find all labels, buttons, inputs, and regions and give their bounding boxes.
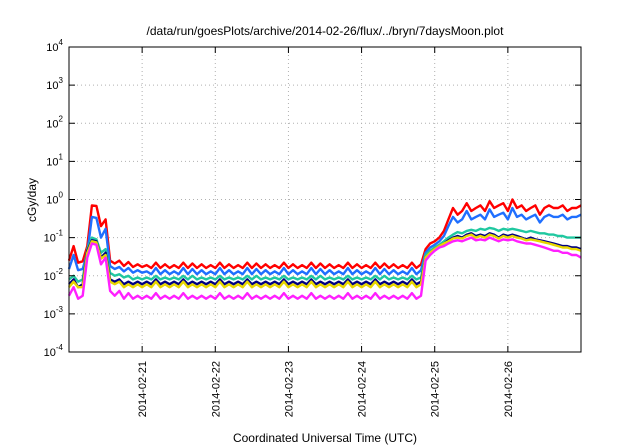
y-tick-base: 10 <box>46 80 58 92</box>
x-tick-label: 2014-02-25 <box>430 361 442 417</box>
y-tick-label: 10-1 <box>44 229 64 245</box>
y-tick-base: 10 <box>44 271 56 283</box>
y-tick-base: 10 <box>46 195 58 207</box>
y-tick-exponent: 1 <box>59 152 64 161</box>
y-tick-exponent: 3 <box>59 76 64 85</box>
series-line <box>68 226 581 283</box>
x-ticks: 2014-02-21 2014-02-22 2014-02-23 2014-02-24… <box>137 47 515 417</box>
y-tick-exponent: -4 <box>56 343 64 352</box>
x-tick-label: 2014-02-23 <box>283 361 295 417</box>
series-lines <box>67 198 582 300</box>
y-tick-label: 104 <box>46 38 63 54</box>
y-tick-base: 10 <box>46 156 58 168</box>
y-tick-exponent: -2 <box>56 267 64 276</box>
y-tick-base: 10 <box>44 233 56 245</box>
y-tick-label: 10-2 <box>44 267 64 283</box>
series-line <box>67 236 582 300</box>
y-tick-exponent: 2 <box>59 114 64 123</box>
y-tick-label: 10-4 <box>44 343 64 359</box>
y-tick-label: 100 <box>46 191 63 207</box>
y-tick-label: 101 <box>46 152 63 168</box>
y-tick-base: 10 <box>44 309 56 321</box>
series-line <box>67 206 582 276</box>
y-tick-label: 103 <box>46 76 63 92</box>
y-tick-label: 10-3 <box>44 305 64 321</box>
y-tick-base: 10 <box>44 347 56 359</box>
x-tick-label: 2014-02-24 <box>357 361 369 417</box>
series-line <box>68 233 582 289</box>
y-tick-exponent: -3 <box>56 305 64 314</box>
y-tick-exponent: 0 <box>59 191 64 200</box>
grid <box>69 47 581 352</box>
x-tick-label: 2014-02-21 <box>137 361 149 417</box>
y-axis-label: cGy/day <box>25 178 39 222</box>
y-tick-exponent: 4 <box>59 38 64 47</box>
x-axis-label: Coordinated Universal Time (UTC) <box>233 431 417 445</box>
y-tick-label: 102 <box>46 114 63 130</box>
x-tick-label: 2014-02-22 <box>210 361 222 417</box>
series-line <box>67 198 582 270</box>
y-tick-base: 10 <box>46 42 58 54</box>
x-tick-label: 2014-02-26 <box>503 361 515 417</box>
y-tick-exponent: -1 <box>56 229 64 238</box>
y-tick-base: 10 <box>46 118 58 130</box>
chart-title: /data/run/goesPlots/archive/2014-02-26/f… <box>147 24 505 38</box>
